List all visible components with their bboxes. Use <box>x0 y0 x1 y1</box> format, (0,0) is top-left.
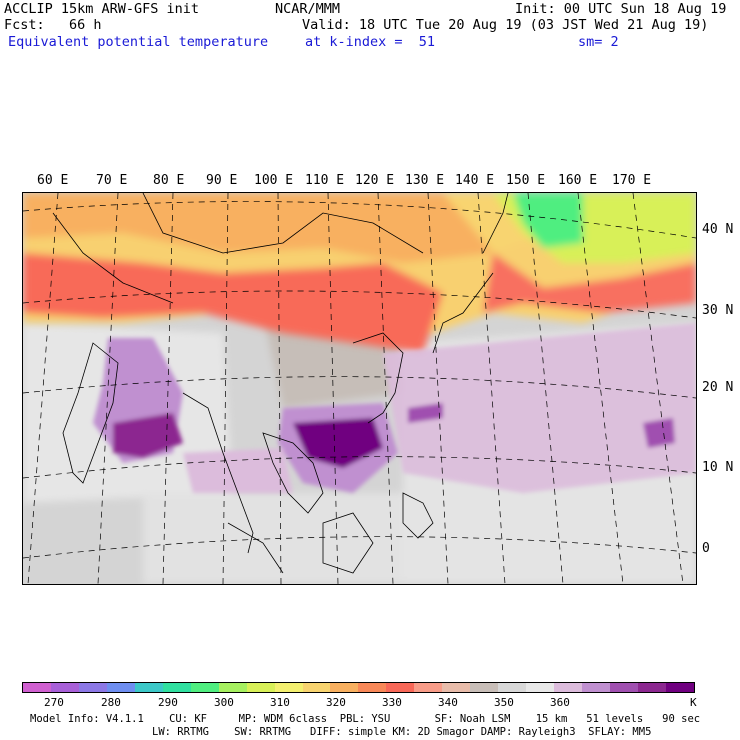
colorbar-label: 340 <box>438 696 458 709</box>
light-grey-region <box>143 493 403 584</box>
colorbar-swatch <box>134 683 163 692</box>
colorbar-swatch <box>23 683 51 692</box>
hot-band <box>483 253 696 313</box>
cool-core <box>513 193 583 248</box>
colorbar-label: 280 <box>101 696 121 709</box>
lon-label: 130 E <box>405 173 445 188</box>
colorbar-swatch <box>246 683 275 692</box>
colorbar-swatch <box>386 683 415 692</box>
model-info-line1: Model Info: V4.1.1 CU: KF MP: WDM 6class… <box>30 713 701 725</box>
model-info-line2: LW: RRTMG SW: RRTMG DIFF: simple KM: 2D … <box>152 726 652 738</box>
colorbar-label: 330 <box>382 696 402 709</box>
colorbar <box>22 682 695 693</box>
header-valid: Valid: 18 UTC Tue 20 Aug 19 (03 JST Wed … <box>302 17 709 33</box>
lon-label: 140 E <box>455 173 495 188</box>
colorbar-label: 310 <box>270 696 290 709</box>
purple-core <box>113 413 183 458</box>
colorbar-swatch <box>190 683 219 692</box>
colorbar-swatch <box>414 683 443 692</box>
smoothing: sm= 2 <box>578 34 619 50</box>
colorbar-label: 360 <box>550 696 570 709</box>
purple-core <box>293 418 383 468</box>
colorbar-swatch <box>218 683 247 692</box>
header-forecast: Fcst: 66 h <box>4 17 102 33</box>
colorbar-swatch <box>50 683 79 692</box>
lon-label: 160 E <box>558 173 598 188</box>
colorbar-label: 270 <box>44 696 64 709</box>
hot-band <box>23 253 443 353</box>
colorbar-swatch <box>358 683 387 692</box>
coastlines <box>52 193 509 574</box>
theta-e-field <box>23 193 696 584</box>
colorbar-swatch <box>78 683 107 692</box>
field-name: Equivalent potential temperature <box>8 34 269 50</box>
header-center: NCAR/MMM <box>275 1 341 17</box>
colorbar-swatch <box>665 683 694 692</box>
lon-label: 60 E <box>37 173 69 188</box>
colorbar-swatch <box>470 683 499 692</box>
colorbar-swatch <box>554 683 583 692</box>
lon-label: 100 E <box>254 173 294 188</box>
level-index: at k-index = 51 <box>305 34 436 50</box>
lon-label: 80 E <box>153 173 185 188</box>
warm-band <box>23 193 493 263</box>
lon-label: 120 E <box>355 173 395 188</box>
colorbar-swatch <box>582 683 611 692</box>
colorbar-swatch <box>274 683 303 692</box>
colorbar-label: 320 <box>326 696 346 709</box>
colorbar-label: 350 <box>494 696 514 709</box>
header-init: Init: 00 UTC Sun 18 Aug 19 <box>515 1 727 17</box>
colorbar-swatch <box>442 683 471 692</box>
map-panel <box>22 192 697 585</box>
colorbar-swatch <box>162 683 191 692</box>
colorbar-swatch <box>637 683 666 692</box>
purple-region <box>383 323 696 493</box>
colorbar-swatch <box>610 683 638 692</box>
lon-label: 170 E <box>612 173 652 188</box>
colorbar-swatch <box>526 683 555 692</box>
purple-core <box>643 418 675 448</box>
colorbar-swatch <box>302 683 331 692</box>
colorbar-swatch <box>498 683 527 692</box>
lon-label: 150 E <box>506 173 546 188</box>
lon-label: 90 E <box>206 173 238 188</box>
lon-label: 110 E <box>305 173 345 188</box>
lat-label: 10 N <box>702 460 734 475</box>
lon-label: 70 E <box>96 173 128 188</box>
colorbar-unit: K <box>690 696 697 709</box>
colorbar-label: 290 <box>158 696 178 709</box>
lat-label: 30 N <box>702 303 734 318</box>
purple-core <box>408 403 443 423</box>
graticule <box>23 193 696 584</box>
lat-label: 20 N <box>702 380 734 395</box>
colorbar-swatch <box>106 683 135 692</box>
header-title: ACCLIP 15km ARW-GFS init <box>4 1 200 17</box>
lat-label: 40 N <box>702 222 734 237</box>
lat-label: 0 <box>702 541 710 556</box>
colorbar-label: 300 <box>214 696 234 709</box>
colorbar-swatch <box>330 683 359 692</box>
